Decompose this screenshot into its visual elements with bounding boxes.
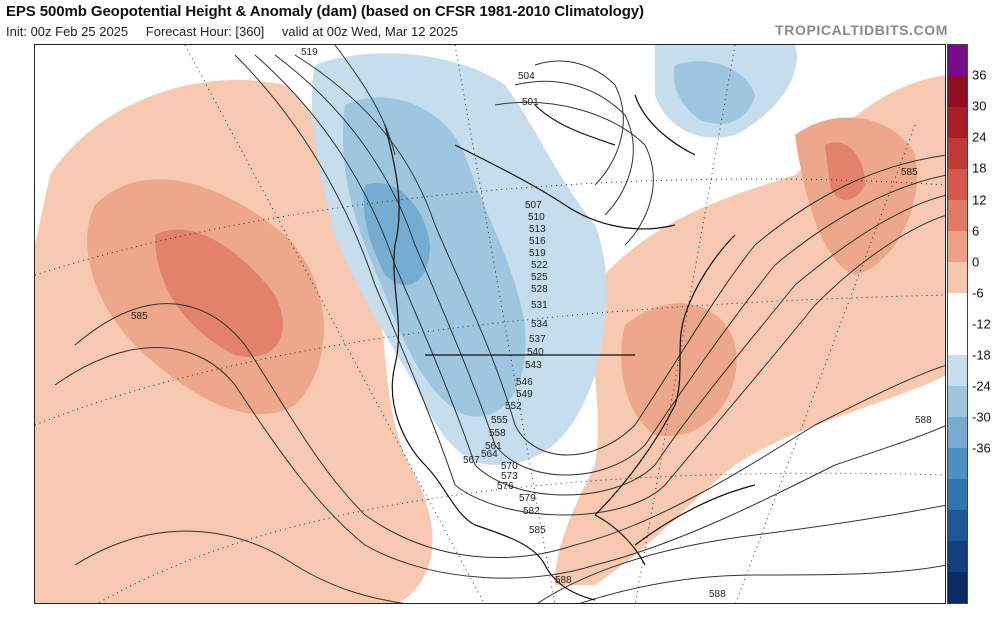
graticule — [35, 45, 945, 603]
contour-label: 558 — [489, 428, 506, 439]
colorbar-cell — [948, 572, 967, 603]
colorbar-cell — [948, 138, 967, 169]
colorbar-ticks: 36 30 24 18 12 6 0 -6 -12 -18 -24 -30 -36 — [968, 44, 1000, 604]
colorbar-cell — [948, 355, 967, 386]
colorbar-cell — [948, 293, 967, 324]
colorbar-tick-label: -12 — [972, 316, 991, 332]
contour-label: 585 — [901, 167, 918, 178]
contour-label: 519 — [529, 248, 546, 259]
colorbar-tick-label: 36 — [972, 67, 987, 83]
map-canvas: 519 504 501 507 510 513 516 519 522 525 … — [35, 45, 945, 603]
colorbar-tick-label: -30 — [972, 409, 991, 425]
contour-label: 516 — [529, 236, 546, 247]
contour-label: 552 — [505, 401, 522, 412]
colorbar-tick-label: 18 — [972, 160, 987, 176]
contour-label: 522 — [531, 260, 548, 271]
colorbar-tick-label: 30 — [972, 98, 987, 114]
colorbar-cell — [948, 231, 967, 262]
forecast-hour: Forecast Hour: [360] — [145, 24, 265, 39]
contour-label: 564 — [481, 449, 498, 460]
contour-label: 540 — [527, 347, 544, 358]
contour-label: 585 — [529, 525, 546, 536]
contour-label: 528 — [531, 284, 548, 295]
colorbar-tick-label: -6 — [972, 285, 984, 301]
valid-time: valid at 00z Wed, Mar 12 2025 — [281, 24, 458, 39]
contour-label: 570 — [501, 461, 518, 472]
colorbar-cell — [948, 448, 967, 479]
colorbar-cell — [948, 479, 967, 510]
colorbar-cell — [948, 386, 967, 417]
colorbar-cell — [948, 324, 967, 355]
colorbar-cell — [948, 200, 967, 231]
contour-label: 546 — [516, 377, 533, 388]
contour-label: 585 — [131, 311, 148, 322]
contour-label: 588 — [555, 575, 572, 586]
colorbar-tick-label: -36 — [972, 440, 991, 456]
contour-labels: 519 504 501 507 510 513 516 519 522 525 … — [131, 47, 932, 600]
contour-label: 588 — [709, 589, 726, 600]
colorbar-cell — [948, 510, 967, 541]
site-credit: TROPICALTIDBITS.COM — [775, 22, 948, 38]
contour-label: 504 — [518, 71, 535, 82]
colorbar-cell — [948, 169, 967, 200]
colorbar-tick-label: -18 — [972, 347, 991, 363]
contour-label: 582 — [523, 506, 540, 517]
contour-label: 510 — [528, 212, 545, 223]
contour-label: 537 — [529, 334, 546, 345]
contour-label: 534 — [531, 319, 548, 330]
colorbar-cell — [948, 541, 967, 572]
colorbar-cell — [948, 45, 967, 76]
negative-anomaly-shading — [311, 45, 797, 465]
contour-label: 567 — [463, 455, 480, 466]
contour-label: 519 — [301, 47, 318, 58]
contour-label: 507 — [525, 200, 542, 211]
contour-label: 525 — [531, 272, 548, 283]
chart-title: EPS 500mb Geopotential Height & Anomaly … — [6, 3, 644, 20]
contour-label: 573 — [501, 471, 518, 482]
colorbar-cell — [948, 76, 967, 107]
colorbar-tick-label: 6 — [972, 223, 980, 239]
colorbar-cell — [948, 107, 967, 138]
contour-label: 579 — [519, 493, 536, 504]
contour-label: 549 — [516, 389, 533, 400]
colorbar-cell — [948, 417, 967, 448]
height-contours — [54, 45, 945, 603]
colorbar-tick-label: -24 — [972, 378, 991, 394]
contour-label: 531 — [531, 300, 548, 311]
contour-label: 543 — [525, 360, 542, 371]
contour-label: 555 — [491, 415, 508, 426]
contour-label: 588 — [915, 415, 932, 426]
anomaly-colorbar — [947, 44, 968, 604]
coastlines — [384, 94, 756, 601]
colorbar-tick-label: 24 — [972, 129, 987, 145]
contour-label: 561 — [485, 441, 502, 452]
contour-label: 513 — [529, 224, 546, 235]
run-info: Init: 00z Feb 25 2025 Forecast Hour: [36… — [6, 24, 472, 39]
colorbar-tick-label: 12 — [972, 192, 987, 208]
init-time: Init: 00z Feb 25 2025 — [6, 24, 129, 39]
colorbar-tick-label: 0 — [972, 254, 980, 270]
anomaly-map: 519 504 501 507 510 513 516 519 522 525 … — [34, 44, 946, 604]
contour-label: 501 — [522, 97, 539, 108]
colorbar-cell — [948, 262, 967, 293]
contour-label: 576 — [497, 481, 514, 492]
